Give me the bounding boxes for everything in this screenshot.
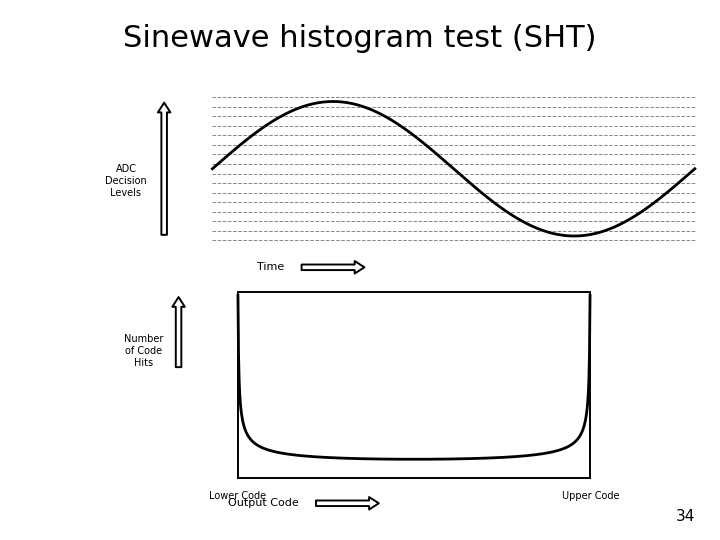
Text: Time: Time: [257, 262, 284, 272]
Bar: [238, 292, 590, 478]
Text: Lower Code: Lower Code: [209, 491, 266, 502]
Text: Sinewave histogram test (SHT): Sinewave histogram test (SHT): [123, 24, 597, 53]
Text: Upper Code: Upper Code: [562, 491, 619, 502]
Text: ADC
Decision
Levels: ADC Decision Levels: [105, 164, 147, 198]
Text: 34: 34: [675, 509, 695, 524]
Text: Number
of Code
Hits: Number of Code Hits: [125, 334, 163, 368]
Text: Output Code: Output Code: [228, 498, 299, 508]
